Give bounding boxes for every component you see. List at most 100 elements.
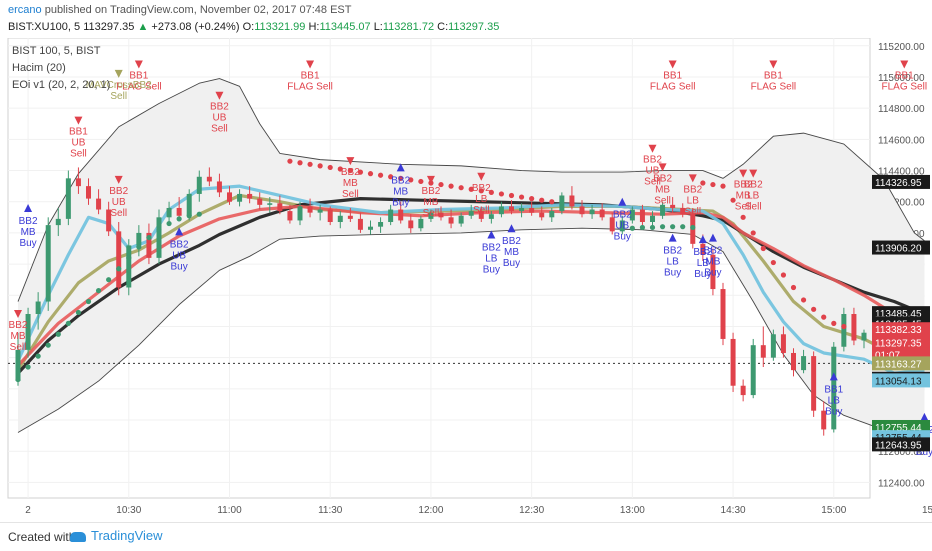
candle-body xyxy=(177,208,182,216)
candle-body xyxy=(781,334,786,353)
psar-dot xyxy=(116,266,121,271)
buy-signal-label: Buy xyxy=(704,268,721,279)
buy-signal-label: MB xyxy=(21,227,36,238)
psar-dot xyxy=(831,321,836,326)
psar-dot xyxy=(86,299,91,304)
sell-signal-label: BB2 xyxy=(683,184,702,195)
psar-dot xyxy=(459,185,464,190)
price-label: 113382.33 xyxy=(875,325,922,336)
psar-dot xyxy=(741,215,746,220)
candle-body xyxy=(16,350,21,381)
close-key: C: xyxy=(437,21,448,33)
candle-body xyxy=(338,216,343,222)
psar-dot xyxy=(630,226,635,231)
x-tick-label: 11:30 xyxy=(318,505,343,516)
candle-body xyxy=(449,217,454,223)
sell-signal-label: Sell xyxy=(654,195,671,206)
buy-signal-label: BB2 xyxy=(502,236,521,247)
sell-signal-label: BB2 xyxy=(653,173,672,184)
tradingview-logo-icon xyxy=(70,532,86,542)
psar-dot xyxy=(499,191,504,196)
sell-signal-label: MB xyxy=(655,184,670,195)
candle-body xyxy=(76,178,81,186)
candle-body xyxy=(348,216,353,219)
candle-body xyxy=(590,210,595,215)
candle-body xyxy=(851,314,856,341)
sell-signal-label: BB1 xyxy=(69,127,88,138)
candle-body xyxy=(559,195,564,211)
psar-dot xyxy=(650,225,655,230)
candle-body xyxy=(46,225,51,301)
sell-signal-label: Sell xyxy=(745,202,762,213)
psar-dot xyxy=(660,224,665,229)
buy-signal-label: Buy xyxy=(483,264,500,275)
legend-item: EOi v1 (20, 2, 20, 1) xyxy=(12,79,110,91)
psar-dot xyxy=(801,297,806,302)
sell-signal-label: MB xyxy=(11,331,26,342)
candle-body xyxy=(862,333,867,341)
sell-signal-label: FLAG Sell xyxy=(881,82,927,93)
header-bar: ercano published on TradingView.com, Nov… xyxy=(0,0,932,38)
psar-dot xyxy=(96,288,101,293)
psar-dot xyxy=(690,225,695,230)
symbol-label: BIST:XU100, 5 xyxy=(8,21,80,33)
open-key: O: xyxy=(243,21,255,33)
x-tick-label: 12:00 xyxy=(418,505,443,516)
published-text: published on TradingView.com, November 0… xyxy=(45,4,352,16)
sell-signal-label: Sell xyxy=(70,149,87,160)
price-label: 113054.13 xyxy=(875,376,922,387)
buy-signal-label: BB2 xyxy=(613,210,632,221)
psar-dot xyxy=(751,230,756,235)
sell-signal-label: BB2 xyxy=(421,186,440,197)
buy-signal-label: LB xyxy=(828,395,841,406)
candle-body xyxy=(751,345,756,395)
buy-signal-label: BB2 xyxy=(663,246,682,257)
buy-signal-label: BB2 xyxy=(482,242,501,253)
candle-body xyxy=(569,195,574,206)
candle-body xyxy=(418,219,423,228)
psar-dot xyxy=(56,332,61,337)
price-label: 114326.95 xyxy=(875,178,922,189)
sell-signal-label: FLAG Sell xyxy=(751,82,797,93)
buy-signal-label: MB xyxy=(705,257,720,268)
sell-signal-label: BB1 xyxy=(663,71,682,82)
candle-body xyxy=(267,203,272,205)
candle-body xyxy=(660,205,665,216)
candle-body xyxy=(277,203,282,211)
psar-dot xyxy=(66,321,71,326)
candle-body xyxy=(539,213,544,218)
tradingview-link[interactable]: TradingView xyxy=(70,528,163,543)
buy-signal-label: Buy xyxy=(614,232,631,243)
buy-signal-label: UB xyxy=(615,221,629,232)
ohlc-line: BIST:XU100, 5 113297.35 ▲ +273.08 (+0.24… xyxy=(8,21,499,33)
sell-signal-label: LB xyxy=(475,194,488,205)
candle-body xyxy=(841,314,846,347)
psar-dot xyxy=(680,224,685,229)
price-label: 112643.95 xyxy=(875,440,922,451)
buy-signal-label: BB2 xyxy=(391,175,410,186)
candle-body xyxy=(529,208,534,213)
sell-signal-label: UB xyxy=(112,197,126,208)
sell-signal-label: BB1 xyxy=(895,71,914,82)
author-link[interactable]: ercano xyxy=(8,4,42,16)
candle-body xyxy=(791,353,796,370)
psar-dot xyxy=(821,315,826,320)
candle-body xyxy=(549,211,554,217)
psar-dot xyxy=(156,227,161,232)
candle-body xyxy=(66,178,71,219)
y-tick-label: 115200.00 xyxy=(878,42,925,53)
candle-body xyxy=(298,206,303,220)
psar-dot xyxy=(187,213,192,218)
footer-bar: Created with TradingView xyxy=(0,522,932,551)
psar-dot xyxy=(761,246,766,251)
psar-dot xyxy=(15,377,20,382)
price-chart[interactable]: 112400.00112600.00112800.00113000.001132… xyxy=(0,38,932,522)
candle-body xyxy=(136,233,141,245)
sell-signal-triangle xyxy=(900,61,908,69)
candle-body xyxy=(509,206,514,211)
candle-body xyxy=(227,192,232,201)
psar-dot xyxy=(287,159,292,164)
psar-dot xyxy=(771,260,776,265)
psar-dot xyxy=(781,272,786,277)
sell-signal-label: Sell xyxy=(684,206,701,217)
